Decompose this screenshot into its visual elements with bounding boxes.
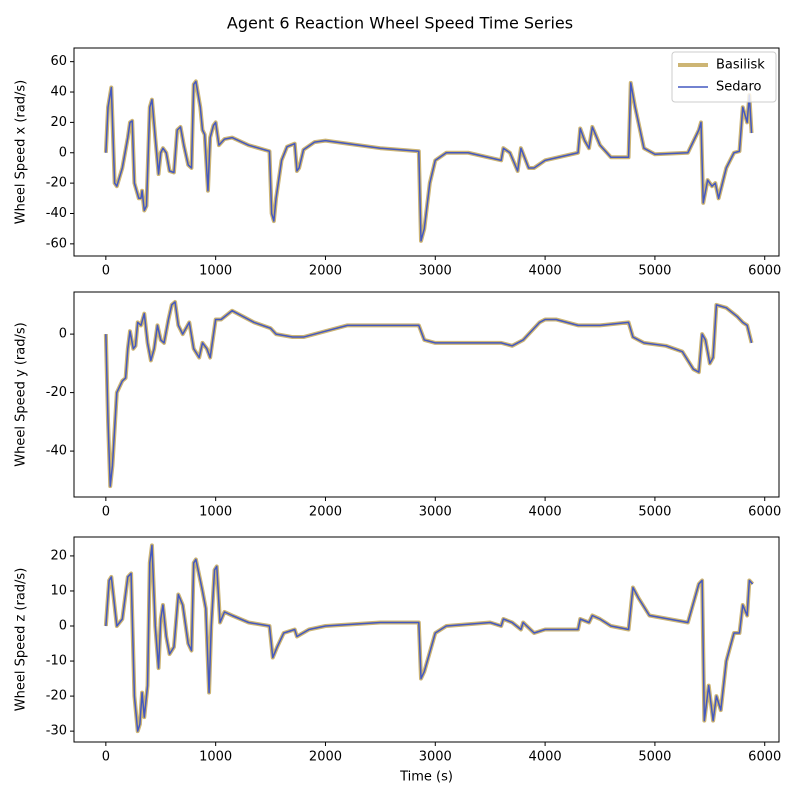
y-tick-label: -10 [46, 654, 67, 669]
line-series [103, 543, 755, 734]
x-axis-label: Time (s) [399, 770, 453, 785]
x-tick-label: 2000 [309, 505, 342, 520]
x-tick-label: 0 [102, 505, 110, 520]
y-tick-label: -40 [46, 444, 67, 459]
y-tick-label: -20 [46, 176, 67, 191]
x-tick-label: 6000 [748, 264, 781, 279]
y-axis-label: Wheel Speed z (rad/s) [14, 568, 29, 712]
x-tick-label: 2000 [309, 264, 342, 279]
x-tick-label: 4000 [529, 264, 562, 279]
x-tick-label: 1000 [199, 750, 232, 765]
axes-frame [73, 536, 780, 743]
y-tick-label: 40 [50, 85, 67, 100]
y-tick-label: 10 [50, 583, 67, 598]
y-tick-label: 0 [59, 619, 67, 634]
x-tick-label: 5000 [638, 264, 671, 279]
x-tick-label: 1000 [199, 505, 232, 520]
x-tick-label: 6000 [748, 750, 781, 765]
axes-frame [73, 291, 780, 498]
y-tick-label: 20 [50, 115, 67, 130]
y-tick-label: 0 [59, 145, 67, 160]
y-tick-label: -20 [46, 689, 67, 704]
y-axis-label: Wheel Speed y (rad/s) [14, 322, 29, 466]
x-tick-label: 1000 [199, 264, 232, 279]
figure-title: Agent 6 Reaction Wheel Speed Time Series [227, 14, 573, 33]
y-tick-label: -60 [46, 236, 67, 251]
y-tick-label: 0 [59, 327, 67, 342]
legend-label: Sedaro [716, 80, 762, 95]
x-tick-label: 0 [102, 264, 110, 279]
line-series [103, 79, 754, 243]
x-tick-label: 6000 [748, 505, 781, 520]
y-axis-label: Wheel Speed x (rad/s) [14, 80, 29, 224]
y-tick-label: -30 [46, 724, 67, 739]
y-tick-label: 20 [50, 548, 67, 563]
x-tick-label: 4000 [529, 750, 562, 765]
y-tick-label: 60 [50, 54, 67, 69]
legend-label: Basilisk [716, 58, 765, 73]
x-tick-label: 3000 [419, 264, 452, 279]
axes-frame [73, 47, 780, 257]
y-tick-label: -40 [46, 206, 67, 221]
x-tick-label: 3000 [419, 505, 452, 520]
line-series [105, 544, 754, 732]
x-tick-label: 2000 [309, 750, 342, 765]
x-tick-label: 4000 [529, 505, 562, 520]
x-tick-label: 3000 [419, 750, 452, 765]
line-series [105, 301, 753, 487]
line-series [105, 80, 753, 242]
x-tick-label: 0 [102, 750, 110, 765]
y-tick-label: -20 [46, 385, 67, 400]
x-tick-label: 5000 [638, 750, 671, 765]
x-tick-label: 5000 [638, 505, 671, 520]
line-series [103, 299, 754, 489]
